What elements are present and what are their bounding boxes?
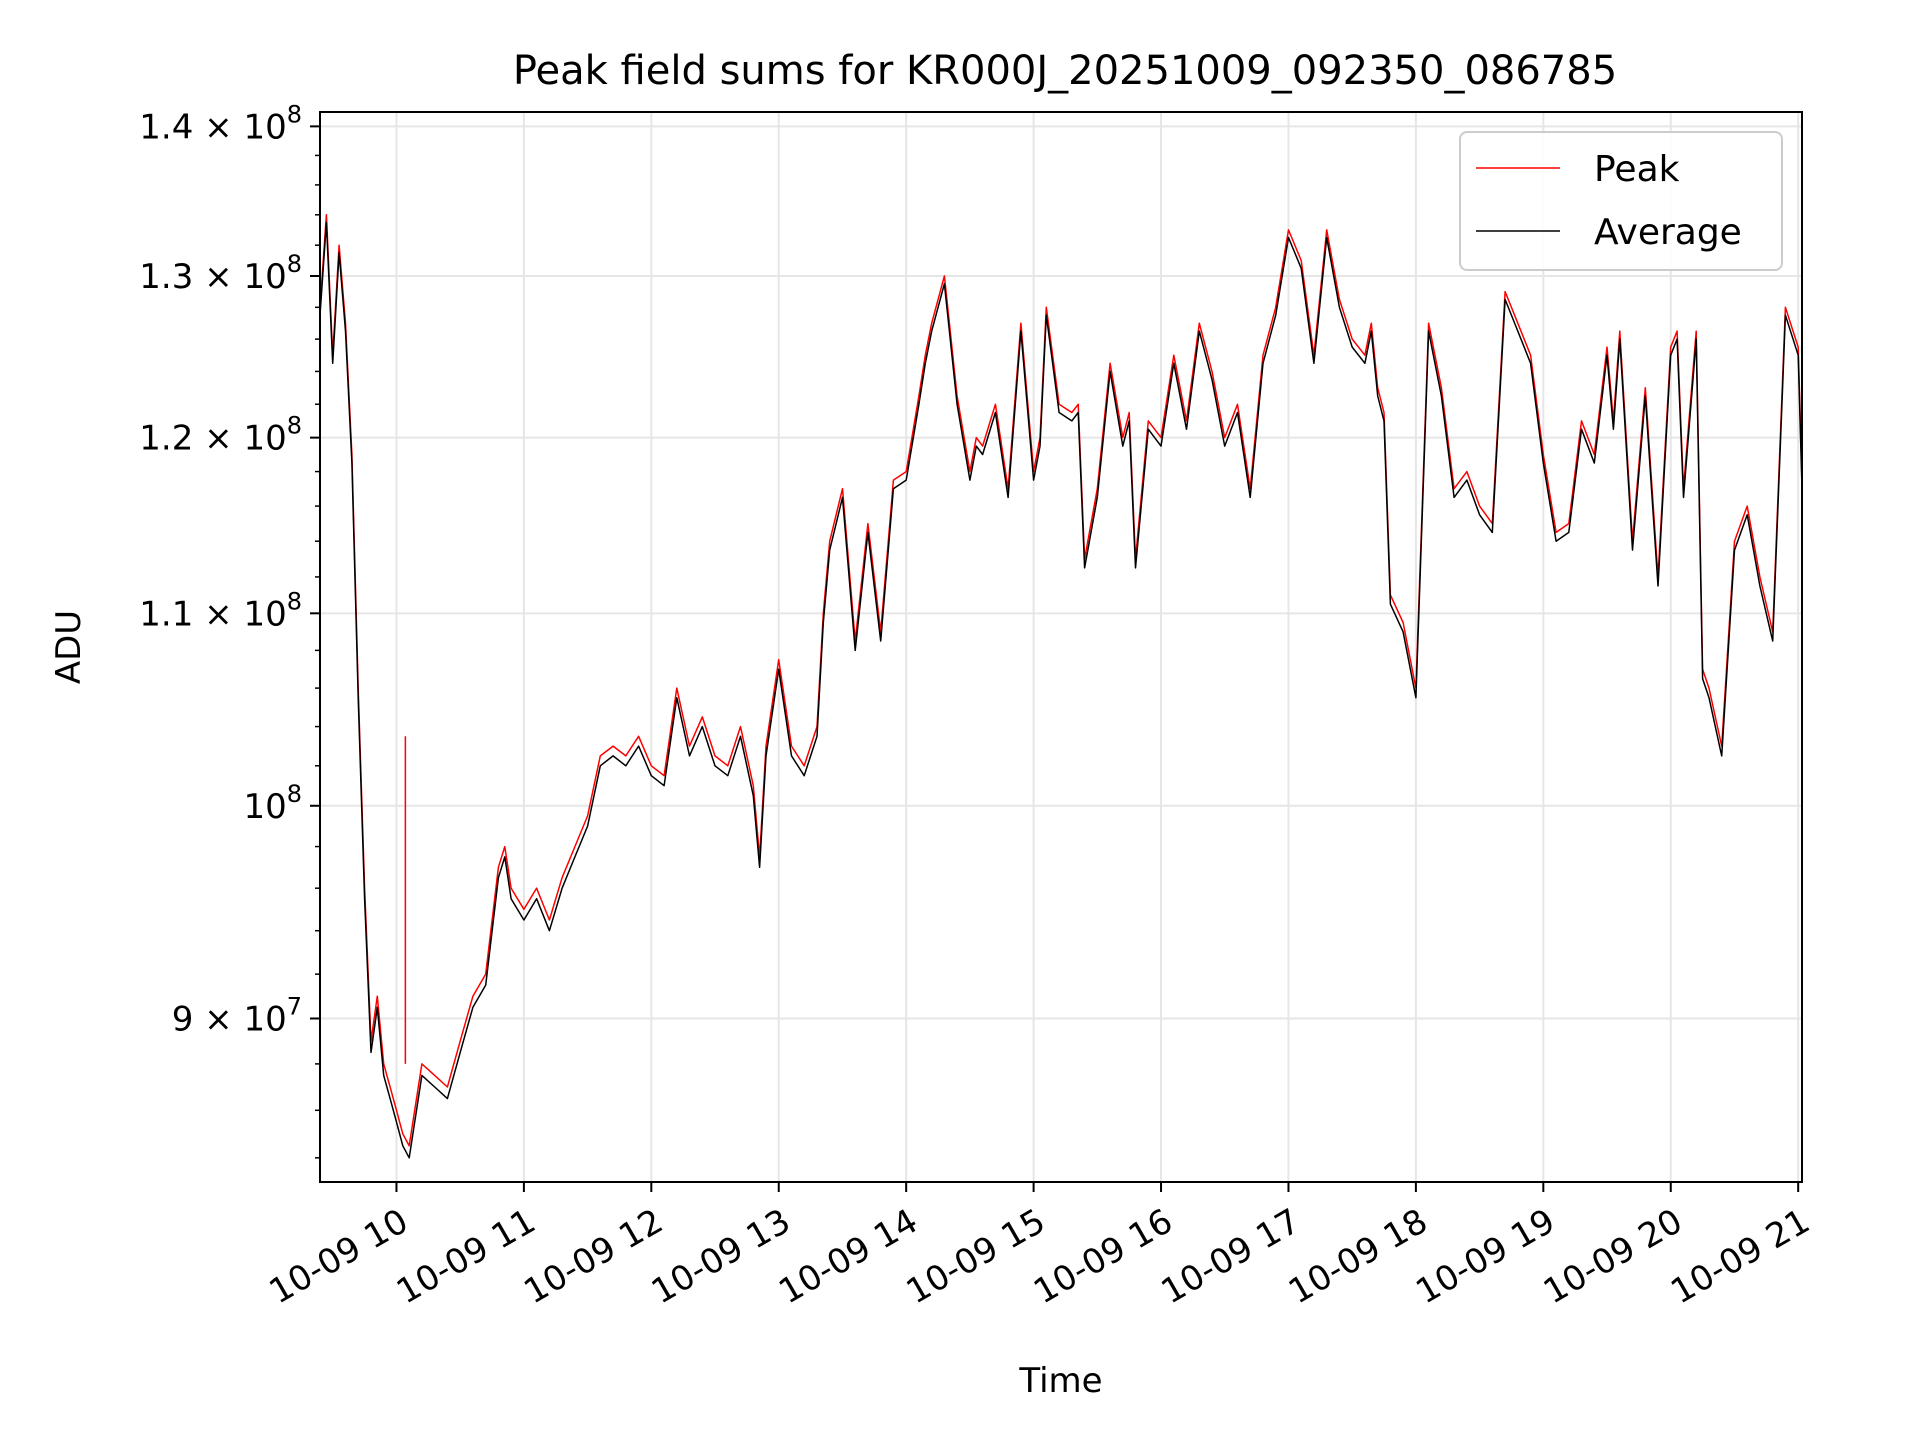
y-tick-label: 9 × 107 — [172, 993, 302, 1040]
y-tick-label: 108 — [243, 780, 302, 827]
y-axis-ticks: 9 × 107 108 1.1 × 108 1.2 × 108 1.3 × 108 1.4… — [139, 100, 320, 1159]
legend-average-label: Average — [1594, 212, 1742, 253]
grid — [320, 112, 1802, 1182]
plot-frame — [319, 111, 1803, 1183]
legend: Peak Average — [1459, 131, 1783, 271]
x-axis-label: Time — [1018, 1361, 1102, 1401]
y-tick-label: 1.3 × 108 — [139, 250, 302, 297]
chart-title: Peak field sums for KR000J_20251009_0923… — [513, 48, 1617, 94]
y-tick-label: 1.2 × 108 — [139, 412, 302, 459]
series-line-average — [319, 221, 1803, 1159]
legend-box — [1459, 131, 1783, 271]
series-layer — [319, 214, 1803, 1159]
y-tick-label: 1.4 × 108 — [139, 100, 302, 147]
series-line-peak — [319, 214, 1803, 1147]
legend-peak-label: Peak — [1594, 149, 1680, 190]
y-tick-label: 1.1 × 108 — [139, 587, 302, 634]
y-axis-label: ADU — [49, 610, 89, 684]
